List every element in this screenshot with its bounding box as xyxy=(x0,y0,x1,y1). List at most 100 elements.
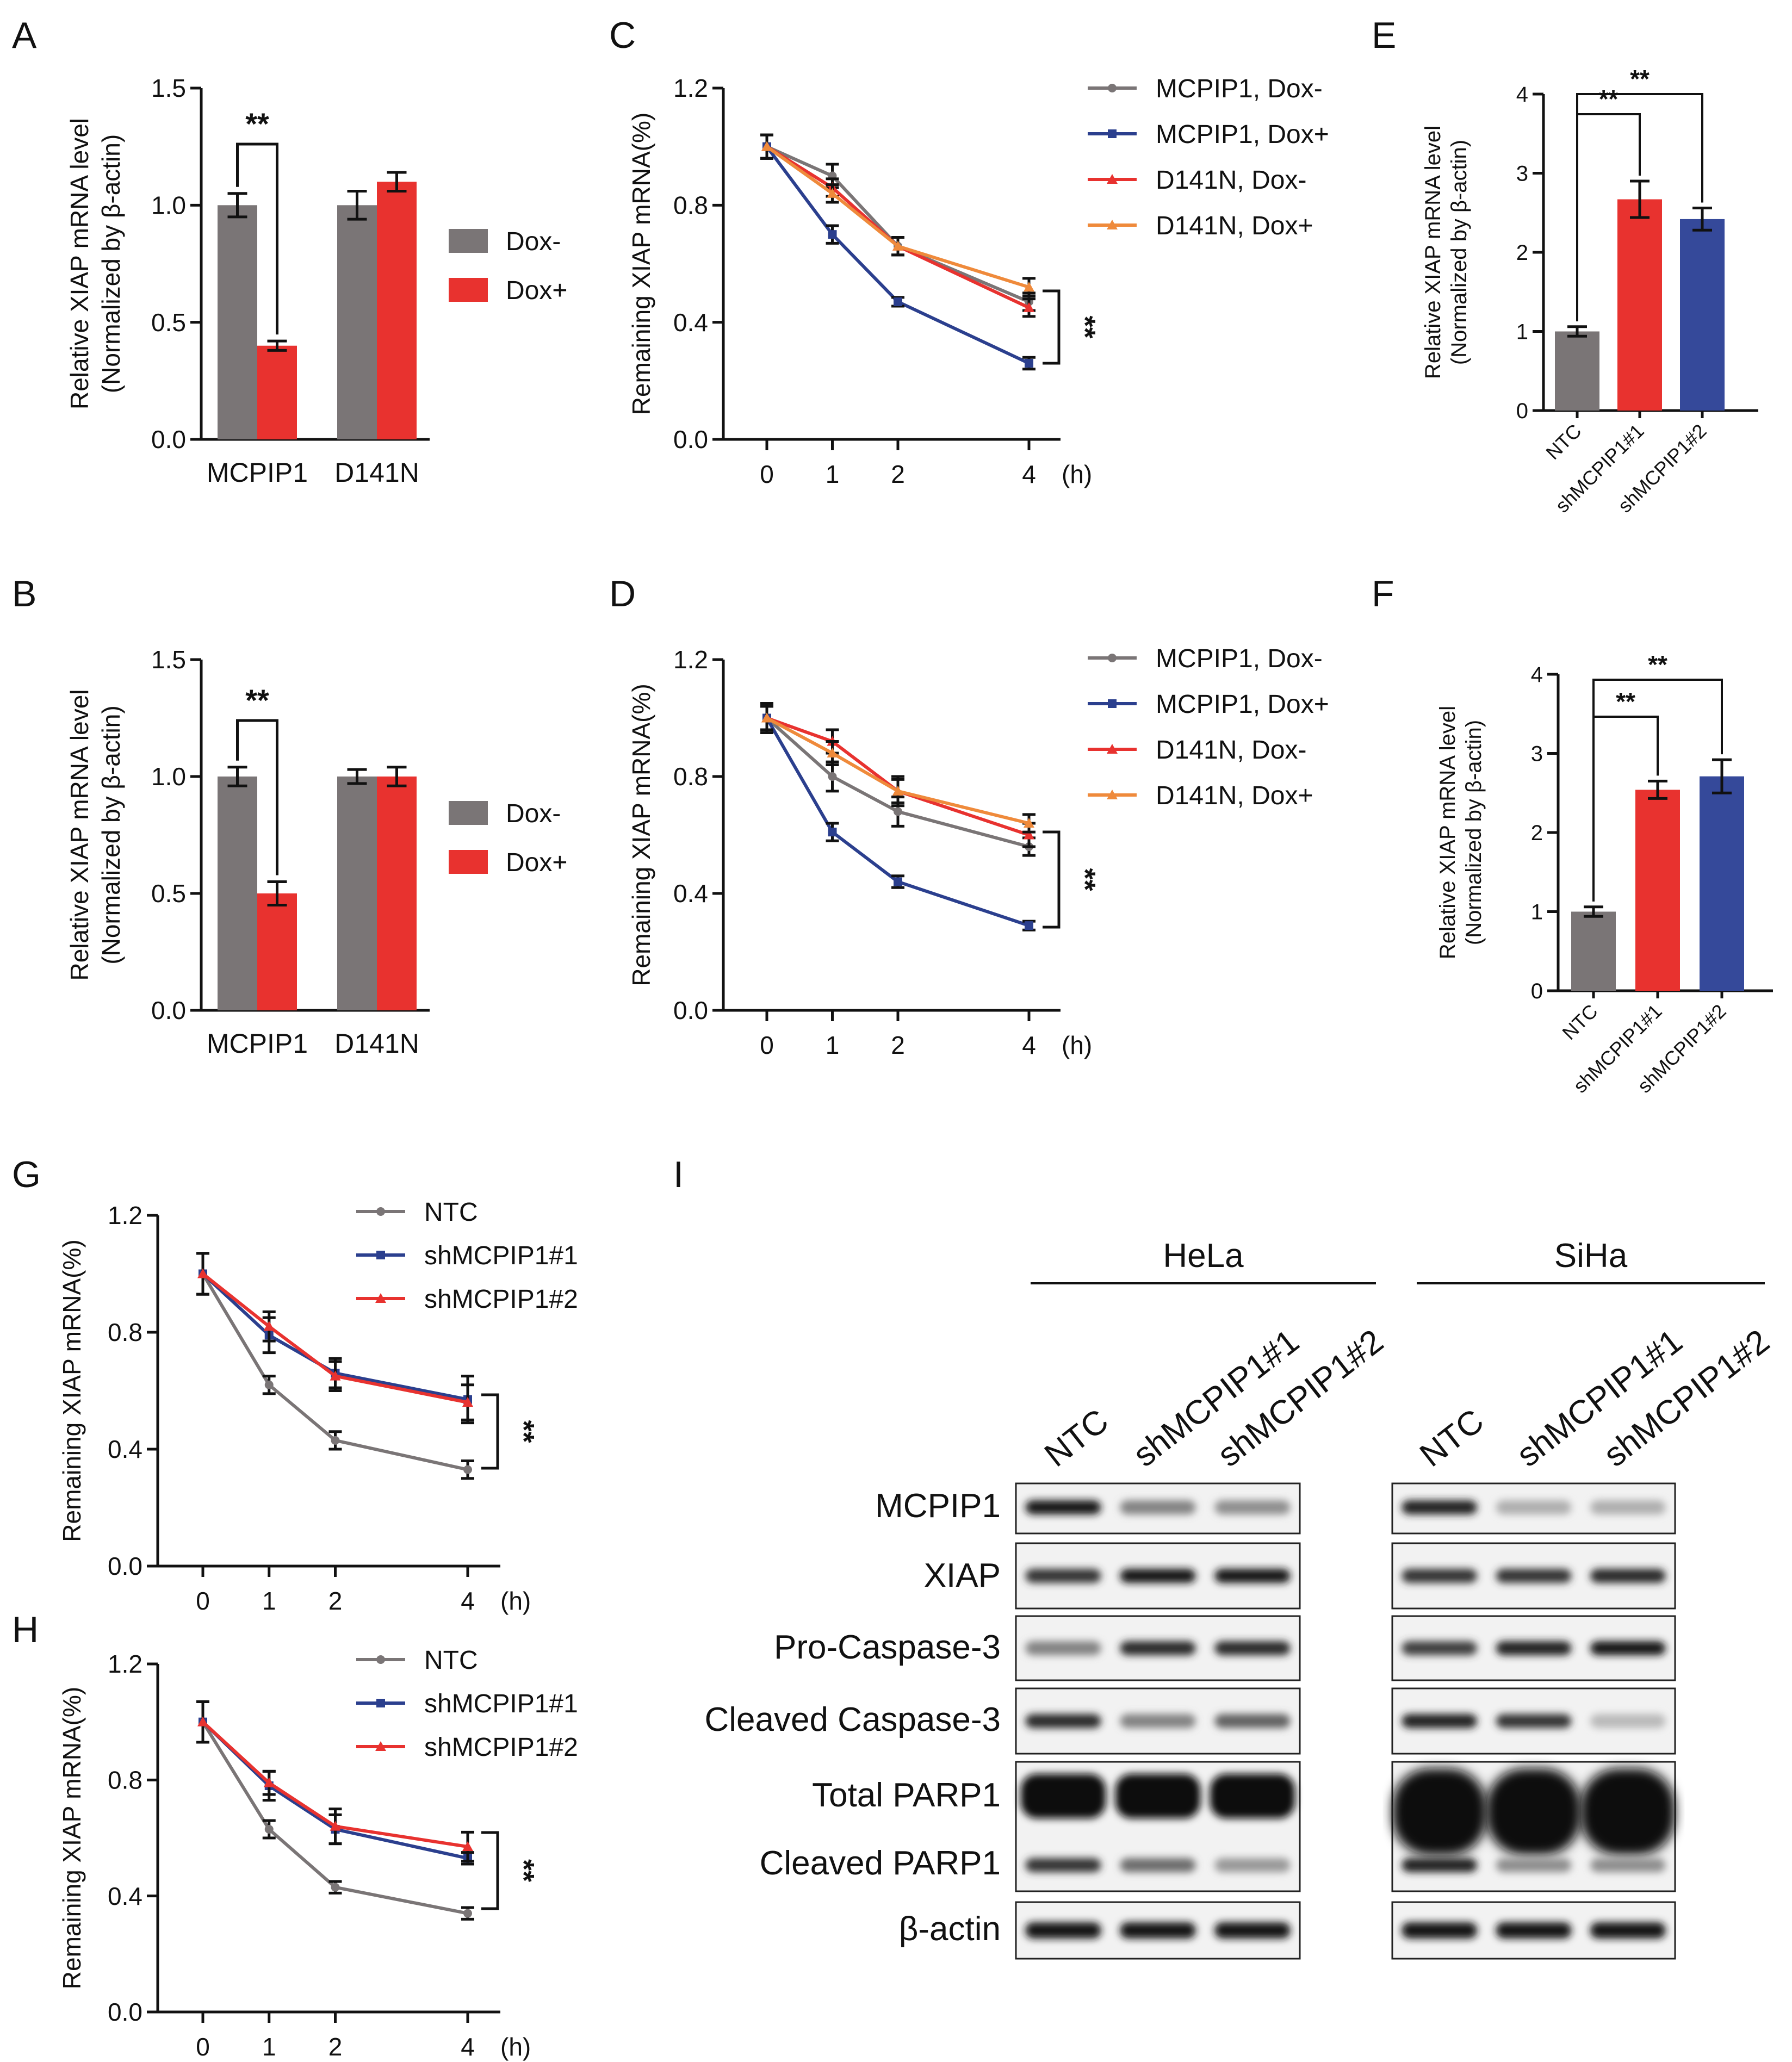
chart-h: 0.0 0.4 0.8 1.2 0 1 2 4 (h) NTC shMCPIP1#1 shMCPIP1… xyxy=(58,1646,578,2061)
data-point xyxy=(894,807,902,816)
significance-stars: ** xyxy=(245,683,269,717)
significance-bracket xyxy=(236,719,278,875)
y-tick-label: 0.5 xyxy=(151,308,186,337)
data-point xyxy=(892,785,903,796)
y-tick-label: 1.2 xyxy=(108,1650,142,1678)
data-point xyxy=(263,1777,275,1787)
band-xiap xyxy=(1025,1569,1101,1583)
significance-bracket xyxy=(1576,93,1703,321)
panel-letter-d: D xyxy=(609,573,636,614)
significance-stars: ** xyxy=(1616,687,1635,716)
y-tick-label: 0.0 xyxy=(151,425,186,454)
significance-bracket xyxy=(481,1831,499,1910)
data-point xyxy=(330,1821,341,1831)
y-tick-label: 0.0 xyxy=(673,425,708,454)
x-tick-label: 1 xyxy=(262,1587,276,1615)
legend-label: MCPIP1, Dox+ xyxy=(1156,690,1329,719)
series-line-0 xyxy=(201,1272,468,1471)
band-total-parp1 xyxy=(1020,1774,1106,1818)
significance-stars: ** xyxy=(1648,650,1667,679)
data-point xyxy=(828,772,837,781)
data-point xyxy=(331,1436,340,1445)
band-xiap xyxy=(1402,1569,1477,1583)
data-point xyxy=(462,1397,473,1407)
y-axis-label-secondary: (Normalized by β-actin) xyxy=(97,134,125,393)
band-pro-caspase-3 xyxy=(1120,1641,1196,1655)
x-tick-label: NTC xyxy=(1541,420,1585,464)
x-tick-label: 0 xyxy=(760,460,774,488)
band-total-parp1 xyxy=(1580,1768,1675,1855)
band-cleaved-parp1 xyxy=(1025,1858,1101,1872)
panel-letter-e: E xyxy=(1372,15,1396,56)
bar-shmcpip12 xyxy=(1680,219,1725,411)
series-line-2 xyxy=(766,145,1030,309)
y-tick-label: 0.8 xyxy=(673,191,708,219)
data-point xyxy=(1024,282,1034,292)
data-point xyxy=(197,1268,208,1278)
band-mcpip1 xyxy=(1590,1500,1666,1514)
data-point xyxy=(1107,220,1118,229)
y-tick-label: 2 xyxy=(1531,821,1543,845)
legend-label: NTC xyxy=(424,1646,478,1675)
data-point xyxy=(376,1207,385,1216)
blot-row-label: MCPIP1 xyxy=(875,1487,1001,1525)
series-line-0 xyxy=(766,145,1030,303)
x-tick-label: 1 xyxy=(262,2033,276,2061)
x-tick-label: 1 xyxy=(826,1031,840,1059)
band-cleaved-parp1 xyxy=(1496,1858,1572,1872)
data-point xyxy=(330,1370,341,1381)
data-point xyxy=(892,240,903,251)
band-xiap xyxy=(1214,1569,1291,1583)
significance-stars: ** xyxy=(507,1859,540,1882)
data-point xyxy=(263,1321,275,1331)
band-xiap xyxy=(1496,1569,1572,1583)
blot-row-label: XIAP xyxy=(924,1557,1001,1594)
legend-label: Dox- xyxy=(506,227,561,256)
band-pro-caspase-3 xyxy=(1590,1641,1666,1655)
y-tick-label: 1.0 xyxy=(151,191,186,219)
chart-a: 0.0 0.5 1.0 1.5 MCPIP1 D141N ** Dox- Dox+ Relativ… xyxy=(65,74,567,488)
significance-stars: ** xyxy=(1630,65,1650,93)
data-point xyxy=(197,1716,208,1726)
x-unit-label: (h) xyxy=(1062,460,1092,488)
bar-dox-d141n xyxy=(377,777,417,1010)
y-axis-label: Remaining XIAP mRNA(%) xyxy=(627,684,655,986)
data-point xyxy=(1107,174,1118,184)
data-point xyxy=(827,188,838,198)
y-axis-label-secondary: (Normalized by β-actin) xyxy=(1462,720,1486,945)
data-point xyxy=(761,712,772,723)
legend-label: Dox+ xyxy=(506,848,567,877)
y-tick-label: 4 xyxy=(1531,663,1543,687)
data-point xyxy=(1108,129,1117,138)
band-xiap xyxy=(1590,1569,1666,1583)
legend-swatch xyxy=(449,278,488,302)
y-tick-label: 0.4 xyxy=(108,1882,142,1910)
data-point xyxy=(894,297,902,306)
band-pro-caspase-3 xyxy=(1496,1641,1572,1655)
y-tick-label: 0.5 xyxy=(151,879,186,908)
bar-dox-d141n xyxy=(337,205,377,439)
band-pro-caspase-3 xyxy=(1214,1641,1291,1655)
significance-stars: ** xyxy=(1069,868,1101,891)
x-tick-label: 2 xyxy=(328,1587,343,1615)
bar-ntc xyxy=(1571,911,1616,991)
y-axis-label: Remaining XIAP mRNA(%) xyxy=(58,1687,86,1989)
y-tick-label: 1.0 xyxy=(151,762,186,791)
bar-dox-mcpip1 xyxy=(257,345,297,439)
bar-dox-d141n xyxy=(377,182,417,439)
y-tick-label: 1.2 xyxy=(673,74,708,102)
data-point xyxy=(1107,744,1118,754)
band-cleaved-caspase-3 xyxy=(1120,1714,1196,1728)
y-axis-label: Relative XIAP mRNA level xyxy=(1436,706,1460,959)
y-tick-label: 1.2 xyxy=(108,1201,142,1229)
blot-row-label: Total PARP1 xyxy=(812,1777,1001,1814)
lane-label: NTC xyxy=(1038,1402,1115,1474)
y-tick-label: 1.5 xyxy=(151,645,186,674)
y-tick-label: 0.0 xyxy=(673,996,708,1024)
y-tick-label: 0.4 xyxy=(673,308,708,337)
band-cleaved-parp1 xyxy=(1402,1858,1477,1872)
x-tick-label: 4 xyxy=(461,2033,475,2061)
x-tick-label: 4 xyxy=(461,1587,475,1615)
series-line-1 xyxy=(201,1272,468,1401)
bar-dox-mcpip1 xyxy=(218,777,257,1010)
